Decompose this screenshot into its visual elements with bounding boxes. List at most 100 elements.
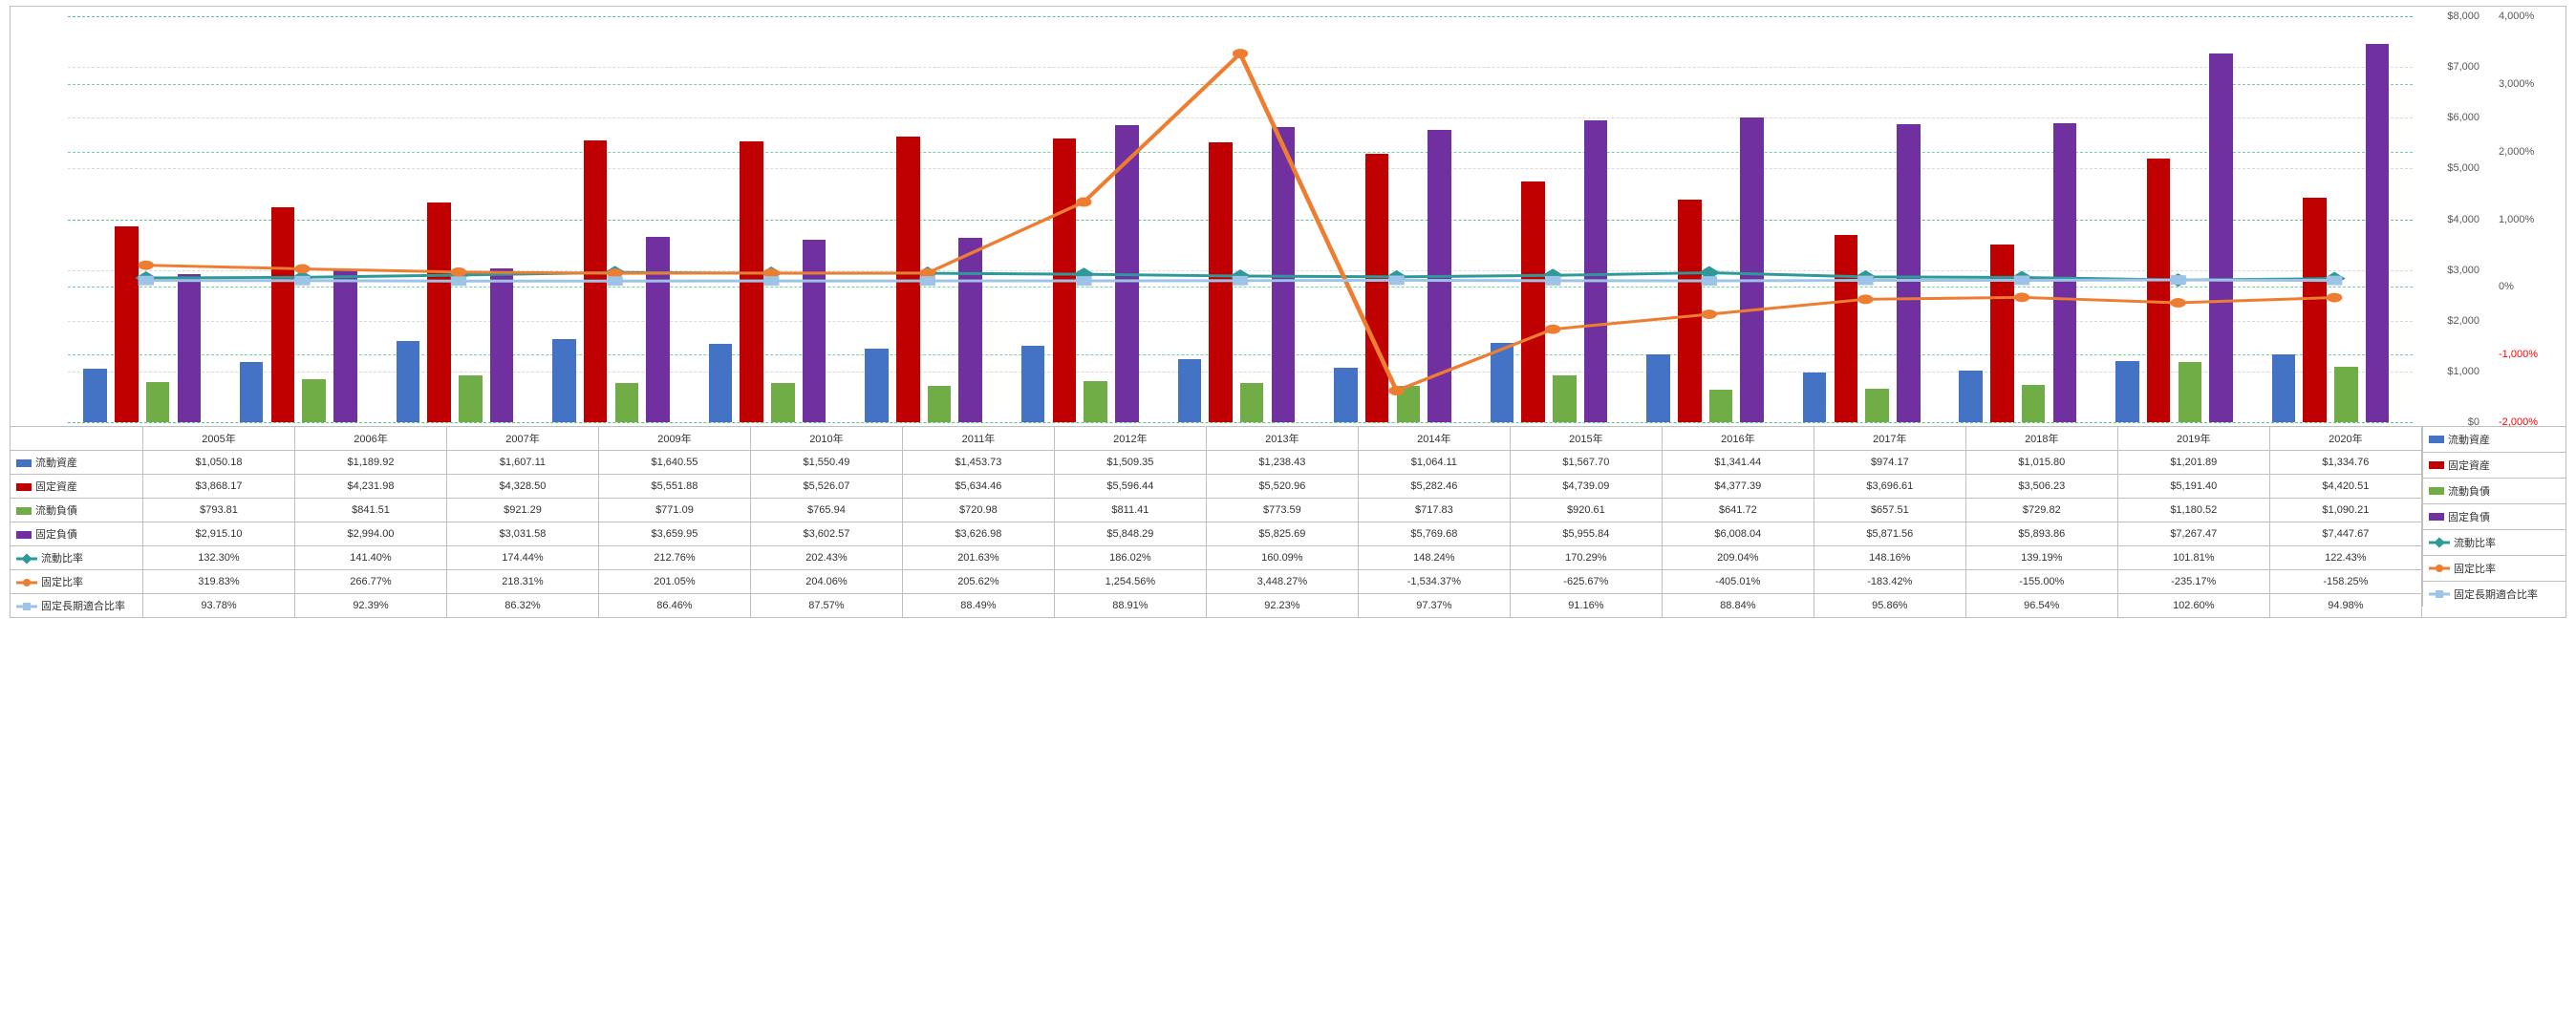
- cell: $3,506.23: [1965, 475, 2117, 499]
- cell: $1,238.43: [1206, 451, 1358, 475]
- cell: -183.42%: [1814, 570, 1965, 594]
- legend-item: 固定負債: [2422, 503, 2565, 529]
- cell: $921.29: [446, 499, 598, 522]
- row-header: 固定比率: [11, 570, 143, 594]
- row-header: 流動資産: [11, 451, 143, 475]
- cell: $773.59: [1206, 499, 1358, 522]
- cell: 86.46%: [598, 594, 750, 618]
- row-header: 流動負債: [11, 499, 143, 522]
- cell: $841.51: [294, 499, 446, 522]
- cell: $6,008.04: [1662, 522, 1814, 546]
- legend-line-icon: [16, 600, 37, 613]
- cell: $5,520.96: [1206, 475, 1358, 499]
- cell: $3,696.61: [1814, 475, 1965, 499]
- cell: 204.06%: [750, 570, 902, 594]
- cell: -158.25%: [2269, 570, 2421, 594]
- cell: 88.84%: [1662, 594, 1814, 618]
- legend-line-icon: [2429, 587, 2450, 601]
- cell: $2,915.10: [143, 522, 295, 546]
- cell: $4,231.98: [294, 475, 446, 499]
- row-header: 固定資産: [11, 475, 143, 499]
- legend-item: 固定資産: [2422, 452, 2565, 478]
- cell: $5,551.88: [598, 475, 750, 499]
- legend-bar-icon: [16, 459, 32, 467]
- cell: $641.72: [1662, 499, 1814, 522]
- cell: $7,267.47: [2117, 522, 2269, 546]
- year-header: 2011年: [902, 427, 1054, 451]
- cell: $1,201.89: [2117, 451, 2269, 475]
- cell: -235.17%: [2117, 570, 2269, 594]
- cell: $1,567.70: [1510, 451, 1662, 475]
- cell: $1,453.73: [902, 451, 1054, 475]
- year-header: 2010年: [750, 427, 902, 451]
- legend-line-icon: [2429, 562, 2450, 575]
- year-header: 2007年: [446, 427, 598, 451]
- cell: $4,420.51: [2269, 475, 2421, 499]
- cell: 88.49%: [902, 594, 1054, 618]
- cell: $3,626.98: [902, 522, 1054, 546]
- cell: $1,050.18: [143, 451, 295, 475]
- cell: 3,448.27%: [1206, 570, 1358, 594]
- cell: $1,189.92: [294, 451, 446, 475]
- cell: 93.78%: [143, 594, 295, 618]
- cell: $920.61: [1510, 499, 1662, 522]
- legend-bar-icon: [2429, 513, 2444, 521]
- plot-area: $0 $1,000 $2,000 $3,000 $4,000 $5,000 $6…: [68, 16, 2413, 422]
- legend-line-icon: [16, 552, 37, 565]
- data-table: 2005年2006年2007年2009年2010年2011年2012年2013年…: [10, 426, 2422, 618]
- cell: $3,659.95: [598, 522, 750, 546]
- legend-item: 固定比率: [2422, 555, 2565, 581]
- cell: 102.60%: [2117, 594, 2269, 618]
- cell: 94.98%: [2269, 594, 2421, 618]
- cell: $5,893.86: [1965, 522, 2117, 546]
- cell: $5,955.84: [1510, 522, 1662, 546]
- cell: $1,015.80: [1965, 451, 2117, 475]
- cell: 266.77%: [294, 570, 446, 594]
- cell: 186.02%: [1054, 546, 1206, 570]
- year-header: 2009年: [598, 427, 750, 451]
- side-legend: 流動資産固定資産流動負債固定負債流動比率固定比率固定長期適合比率: [2422, 426, 2566, 618]
- cell: $657.51: [1814, 499, 1965, 522]
- cell: 160.09%: [1206, 546, 1358, 570]
- legend-item: 流動負債: [2422, 478, 2565, 503]
- row-header: 固定負債: [11, 522, 143, 546]
- cell: $5,282.46: [1358, 475, 1510, 499]
- cell: 202.43%: [750, 546, 902, 570]
- cell: $793.81: [143, 499, 295, 522]
- cell: $4,739.09: [1510, 475, 1662, 499]
- chart-container: $0 $1,000 $2,000 $3,000 $4,000 $5,000 $6…: [0, 0, 2576, 624]
- legend-bar-icon: [16, 483, 32, 491]
- cell: 92.39%: [294, 594, 446, 618]
- cell: -155.00%: [1965, 570, 2117, 594]
- cell: 132.30%: [143, 546, 295, 570]
- cell: 96.54%: [1965, 594, 2117, 618]
- cell: $5,191.40: [2117, 475, 2269, 499]
- cell: $1,550.49: [750, 451, 902, 475]
- cell: $1,064.11: [1358, 451, 1510, 475]
- legend-bar-icon: [16, 507, 32, 515]
- cell: 174.44%: [446, 546, 598, 570]
- cell: 139.19%: [1965, 546, 2117, 570]
- cell: $3,868.17: [143, 475, 295, 499]
- cell: $3,602.57: [750, 522, 902, 546]
- cell: 97.37%: [1358, 594, 1510, 618]
- year-header: 2015年: [1510, 427, 1662, 451]
- legend-bar-icon: [2429, 461, 2444, 469]
- cell: $1,341.44: [1662, 451, 1814, 475]
- cell: $5,526.07: [750, 475, 902, 499]
- cell: $1,180.52: [2117, 499, 2269, 522]
- cell: $5,596.44: [1054, 475, 1206, 499]
- cell: $2,994.00: [294, 522, 446, 546]
- cell: 205.62%: [902, 570, 1054, 594]
- cell: $4,328.50: [446, 475, 598, 499]
- cell: -405.01%: [1662, 570, 1814, 594]
- cell: 141.40%: [294, 546, 446, 570]
- cell: 88.91%: [1054, 594, 1206, 618]
- row-header: 固定長期適合比率: [11, 594, 143, 618]
- cell: $3,031.58: [446, 522, 598, 546]
- cell: 201.63%: [902, 546, 1054, 570]
- chart-plot-box: $0 $1,000 $2,000 $3,000 $4,000 $5,000 $6…: [10, 6, 2566, 426]
- year-header: 2005年: [143, 427, 295, 451]
- legend-bar-icon: [16, 531, 32, 539]
- legend-item: 流動資産: [2422, 427, 2565, 452]
